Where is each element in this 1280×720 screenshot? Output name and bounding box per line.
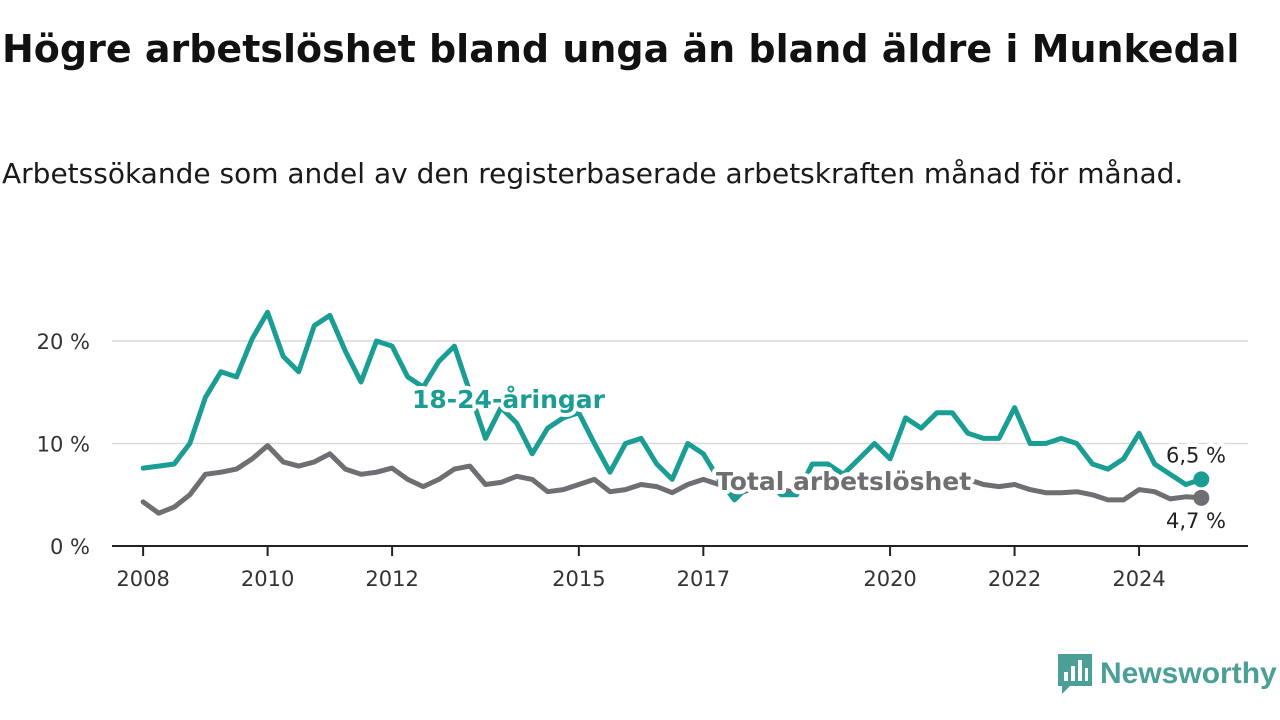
x-tick-label: 2010 <box>241 567 294 591</box>
x-tick-label: 2022 <box>988 567 1041 591</box>
y-tick-label: 20 % <box>37 330 90 354</box>
x-tick-label: 2020 <box>863 567 916 591</box>
x-tick-label: 2012 <box>365 567 418 591</box>
total-end-point <box>1193 489 1210 506</box>
youth-end-label: 6,5 % <box>1166 443 1226 467</box>
x-tick-label: 2017 <box>677 567 730 591</box>
y-tick-label: 0 % <box>50 535 90 559</box>
brand-logo: Newsworthy <box>1058 652 1277 696</box>
y-tick-label: 10 % <box>37 433 90 457</box>
total-end-label: 4,7 % <box>1166 509 1226 533</box>
chart-title: Högre arbetslöshet bland unga än bland ä… <box>2 27 1240 71</box>
youth-series-label: 18-24-åringar <box>412 385 606 414</box>
total-series-label: Total arbetslöshet <box>716 467 971 496</box>
newsworthy-logo-icon <box>1058 654 1092 694</box>
x-tick-label: 2024 <box>1112 567 1165 591</box>
chart-subtitle: Arbetssökande som andel av den registerb… <box>2 157 1184 190</box>
total-series-line <box>140 443 1204 516</box>
youth-series-line <box>140 309 1204 503</box>
x-tick-label: 2015 <box>552 567 605 591</box>
x-tick-label: 2008 <box>116 567 169 591</box>
youth-end-point <box>1193 471 1210 488</box>
brand-name: Newsworthy <box>1100 657 1277 690</box>
